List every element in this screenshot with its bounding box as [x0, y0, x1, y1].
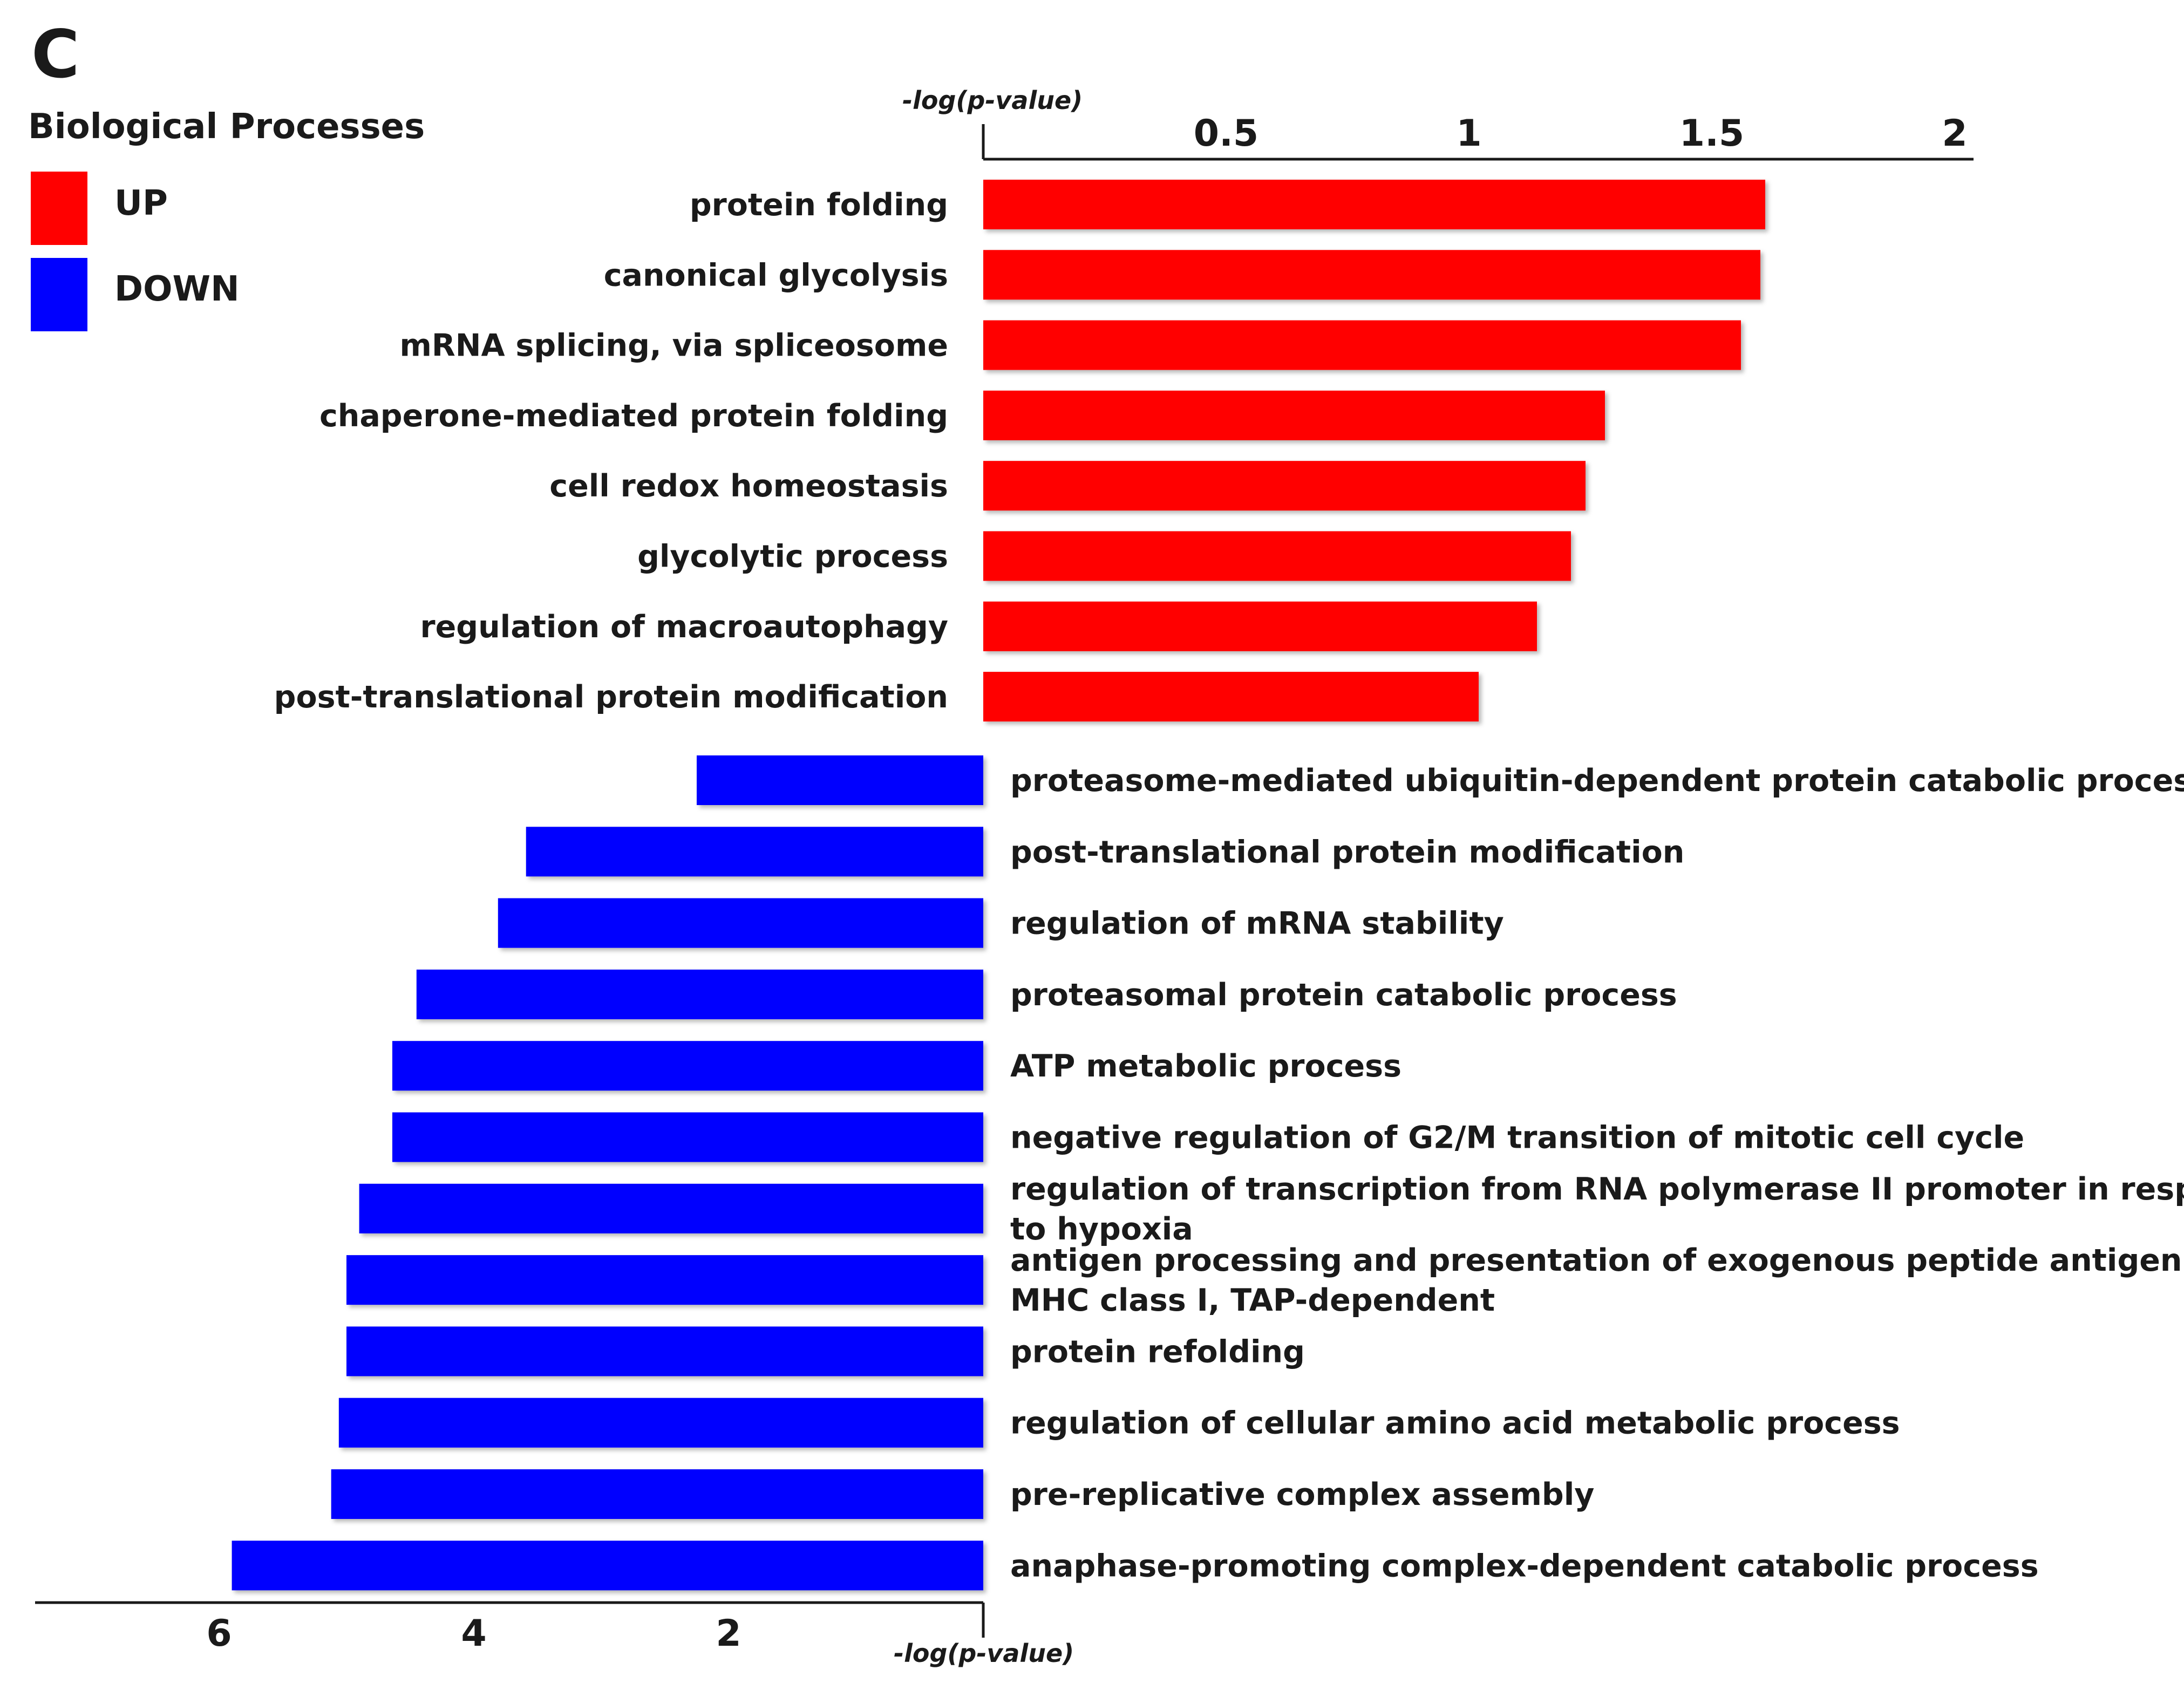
- up-bar-glycolytic-process: [983, 531, 1571, 581]
- down-label-regulation-of-transcription-from-rna-polymerase--line-2: to hypoxia: [1010, 1211, 1193, 1247]
- down-tick-label-4: 4: [461, 1612, 486, 1655]
- up-tick-label-2: 2: [1942, 112, 1967, 155]
- up-label-cell-redox-homeostasis: cell redox homeostasis: [549, 468, 948, 504]
- up-label-canonical-glycolysis: canonical glycolysis: [604, 257, 948, 293]
- up-bar-chaperone-mediated-protein-folding: [983, 390, 1605, 440]
- up-bar-canonical-glycolysis: [983, 250, 1760, 300]
- down-label-regulation-of-transcription-from-rna-polymerase--line-1: regulation of transcription from RNA pol…: [1010, 1171, 2184, 1207]
- panel-label: C: [31, 16, 80, 93]
- up-bar-protein-folding: [983, 180, 1765, 229]
- up-label-protein-folding: protein folding: [690, 187, 948, 223]
- up-axis-ticks: 0.5 1 1.5 2: [1194, 112, 1968, 155]
- up-label-chaperone-mediated-protein-folding: chaperone-mediated protein folding: [319, 398, 948, 434]
- down-axis-ticks: 2 4 6: [206, 1612, 741, 1655]
- down-axis: -log(p-value) 2 4 6: [35, 1601, 1074, 1668]
- up-bar-mrna-splicing-via-spliceosome: [983, 320, 1741, 370]
- legend-swatch-up: [31, 172, 87, 245]
- down-label-post-translational-protein-modification: post-translational protein modification: [1010, 834, 1684, 870]
- legend-swatch-down: [31, 258, 87, 331]
- down-bar-proteasome-mediated-ubiquitin-dependent-protein-: [697, 755, 983, 805]
- down-label-negative-regulation-of-g2-m-transition-of-mitoti: negative regulation of G2/M transition o…: [1010, 1120, 2024, 1156]
- down-axis-title: -log(p-value): [894, 1639, 1074, 1668]
- up-label-post-translational-protein-modification: post-translational protein modification: [274, 679, 948, 715]
- down-label-proteasomal-protein-catabolic-process: proteasomal protein catabolic process: [1010, 977, 1677, 1013]
- legend-label-up: UP: [114, 183, 168, 223]
- down-label-proteasome-mediated-ubiquitin-dependent-protein-: proteasome-mediated ubiquitin-dependent …: [1010, 763, 2184, 799]
- up-tick-label-0-5: 0.5: [1194, 112, 1258, 155]
- down-bar-pre-replicative-complex-assembly: [331, 1469, 984, 1519]
- down-tick-label-6: 6: [206, 1612, 232, 1655]
- up-bar-cell-redox-homeostasis: [983, 461, 1586, 511]
- down-bar-regulation-of-mrna-stability: [498, 898, 983, 948]
- down-bar-protein-refolding: [346, 1326, 983, 1376]
- up-category-labels: protein folding canonical glycolysis mRNA …: [274, 187, 948, 715]
- up-bar-post-translational-protein-modification: [983, 672, 1479, 722]
- down-bar-regulation-of-transcription-from-rna-polymerase-: [359, 1183, 983, 1234]
- up-axis: -log(p-value) 0.5 1 1.5 2: [902, 86, 1974, 161]
- down-bar-regulation-of-cellular-amino-acid-metabolic-proc: [338, 1398, 983, 1448]
- down-tick-label-2: 2: [716, 1612, 741, 1655]
- down-bar-atp-metabolic-process: [392, 1041, 984, 1091]
- down-bar-antigen-processing-and-presentation-of-exogenous: [346, 1255, 983, 1305]
- down-bar-post-translational-protein-modification: [526, 827, 983, 877]
- down-label-regulation-of-cellular-amino-acid-metabolic-proc: regulation of cellular amino acid metabo…: [1010, 1406, 1900, 1441]
- up-axis-title: -log(p-value): [902, 86, 1083, 115]
- up-label-mrna-splicing-via-spliceosome: mRNA splicing, via spliceosome: [399, 328, 948, 364]
- up-bars: [983, 180, 1765, 722]
- up-tick-label-1: 1: [1456, 112, 1481, 155]
- legend-label-down: DOWN: [114, 269, 240, 309]
- down-label-regulation-of-mrna-stability: regulation of mRNA stability: [1010, 906, 1504, 942]
- down-label-pre-replicative-complex-assembly: pre-replicative complex assembly: [1010, 1477, 1594, 1512]
- up-bar-regulation-of-macroautophagy: [983, 601, 1537, 651]
- down-bar-proteasomal-protein-catabolic-process: [416, 969, 983, 1019]
- down-bars: [232, 755, 984, 1591]
- legend-title: Biological Processes: [28, 107, 425, 147]
- down-label-anaphase-promoting-complex-dependent-catabolic-p: anaphase-promoting complex-dependent cat…: [1010, 1548, 2039, 1584]
- up-tick-label-1-5: 1.5: [1679, 112, 1744, 155]
- down-bar-negative-regulation-of-g2-m-transition-of-mitoti: [392, 1112, 984, 1162]
- legend: Biological Processes UP DOWN: [28, 107, 425, 331]
- down-label-protein-refolding: protein refolding: [1010, 1334, 1305, 1369]
- up-label-glycolytic-process: glycolytic process: [637, 539, 948, 575]
- down-label-antigen-processing-and-presentation-of-exogenous-line-2: MHC class I, TAP-dependent: [1010, 1283, 1495, 1318]
- down-label-atp-metabolic-process: ATP metabolic process: [1010, 1048, 1401, 1084]
- down-bar-anaphase-promoting-complex-dependent-catabolic-p: [232, 1541, 984, 1591]
- down-label-antigen-processing-and-presentation-of-exogenous-line-1: antigen processing and presentation of e…: [1010, 1243, 2184, 1278]
- up-label-regulation-of-macroautophagy: regulation of macroautophagy: [420, 609, 949, 645]
- down-category-labels: proteasome-mediated ubiquitin-dependent …: [1010, 763, 2184, 1584]
